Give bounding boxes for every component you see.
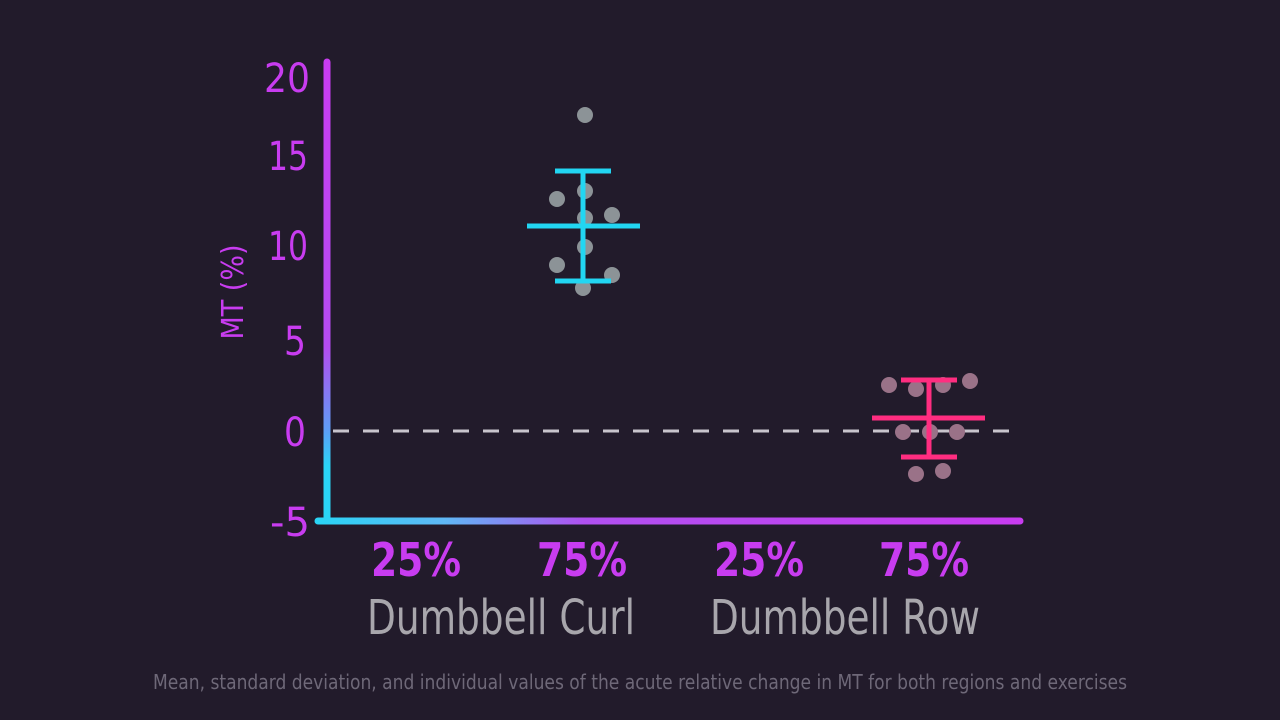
region-labels: 25% 75% 25% 75% [371, 533, 969, 587]
y-tick-20: 20 [264, 56, 310, 102]
exercise-label-row: Dumbbell Row [710, 590, 980, 646]
region-label-row-25: 25% [714, 533, 804, 587]
data-point [908, 466, 924, 482]
data-point [549, 191, 565, 207]
y-tick-neg5: -5 [270, 500, 310, 546]
data-point [549, 257, 565, 273]
data-point [908, 381, 924, 397]
data-point [881, 377, 897, 393]
exercise-label-curl: Dumbbell Curl [367, 590, 635, 646]
y-axis-label: MT (%) [216, 244, 251, 339]
y-tick-0: 0 [284, 410, 306, 456]
y-tick-10: 10 [268, 224, 308, 270]
data-point [577, 107, 593, 123]
exercise-labels: Dumbbell Curl Dumbbell Row [367, 590, 980, 646]
region-label-row-75: 75% [879, 533, 969, 587]
region-label-curl-75: 75% [537, 533, 627, 587]
data-point [935, 463, 951, 479]
curl-75-mean-sd [527, 168, 640, 284]
data-point [604, 207, 620, 223]
data-point [575, 280, 591, 296]
region-label-curl-25: 25% [371, 533, 461, 587]
y-tick-labels: 20 15 10 5 0 -5 [264, 56, 310, 546]
data-point [895, 424, 911, 440]
y-tick-15: 15 [268, 134, 308, 180]
row-75-mean-sd [872, 377, 985, 460]
y-tick-5: 5 [284, 319, 306, 365]
data-point [962, 373, 978, 389]
data-point [949, 424, 965, 440]
figure-caption: Mean, standard deviation, and individual… [153, 670, 1127, 694]
